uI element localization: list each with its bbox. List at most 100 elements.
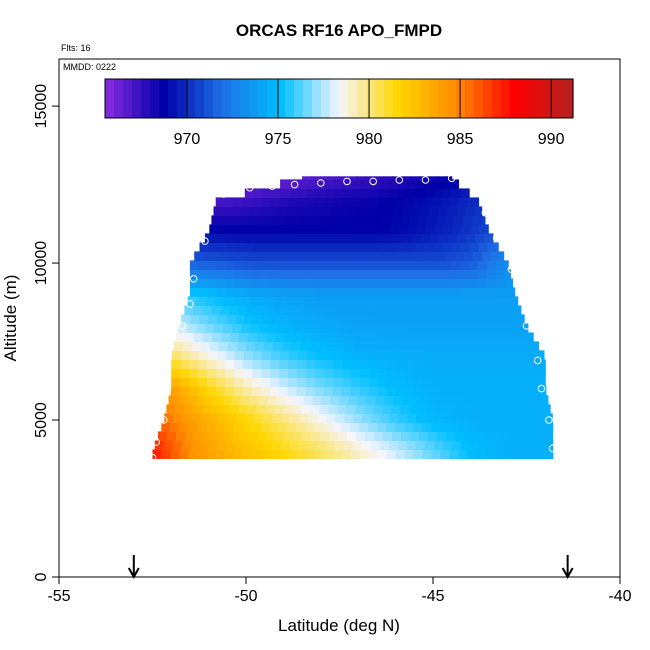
heatmap-cell xyxy=(259,323,269,333)
heatmap-cell xyxy=(326,413,336,423)
heatmap-cell xyxy=(427,305,437,315)
heatmap-cell xyxy=(414,287,425,297)
heatmap-cell xyxy=(199,440,210,450)
heatmap-cell xyxy=(269,449,280,459)
heatmap-cell xyxy=(231,395,242,405)
heatmap-cell xyxy=(501,395,512,405)
colorbar-swatch xyxy=(249,79,259,118)
heatmap-cell xyxy=(482,431,492,441)
heatmap-cell xyxy=(270,377,280,387)
heatmap-cell xyxy=(303,233,314,243)
heatmap-cell xyxy=(239,251,249,261)
heatmap-cell xyxy=(370,242,381,252)
heatmap-cell xyxy=(495,287,506,297)
heatmap-cell xyxy=(253,242,264,252)
heatmap-cell xyxy=(496,440,507,450)
heatmap-cell xyxy=(479,224,489,234)
heatmap-cell xyxy=(430,296,441,306)
heatmap-cell xyxy=(423,350,434,360)
heatmap-cell xyxy=(154,440,165,450)
heatmap-cell xyxy=(173,341,184,351)
heatmap-cell xyxy=(245,413,255,423)
heatmap-cell xyxy=(209,341,220,351)
heatmap-cell xyxy=(360,350,371,360)
heatmap-cell xyxy=(422,386,433,396)
heatmap-cell xyxy=(216,260,227,270)
heatmap-cell xyxy=(427,404,437,414)
heatmap-cell xyxy=(415,440,426,450)
heatmap-cell xyxy=(393,206,404,216)
heatmap-cell xyxy=(229,305,239,315)
heatmap-cell xyxy=(439,323,449,333)
heatmap-cell xyxy=(241,323,251,333)
heatmap-cell xyxy=(356,176,366,180)
heatmap-cell xyxy=(341,197,352,207)
flight-track-point xyxy=(369,177,378,186)
heatmap-cell xyxy=(242,197,253,207)
heatmap-cell xyxy=(396,287,407,297)
heatmap-cell xyxy=(281,341,292,351)
heatmap-cell xyxy=(315,377,325,387)
heatmap-cell xyxy=(352,440,363,450)
heatmap-cell xyxy=(262,440,273,450)
heatmap-cell xyxy=(464,251,474,261)
heatmap-cell xyxy=(389,224,399,234)
heatmap-cell xyxy=(339,206,350,216)
heatmap-cell xyxy=(445,305,455,315)
heatmap-cell xyxy=(508,305,518,315)
heatmap-cell xyxy=(433,188,444,198)
heatmap-cell xyxy=(486,377,496,387)
heatmap-cell xyxy=(478,440,489,450)
heatmap-cell xyxy=(351,260,362,270)
heatmap-cell xyxy=(488,413,498,423)
heatmap-cell xyxy=(452,413,462,423)
heatmap-cell xyxy=(460,242,471,252)
heatmap-cell xyxy=(240,395,251,405)
heatmap-cell xyxy=(486,269,497,279)
heatmap-cell xyxy=(401,332,411,342)
heatmap-cell xyxy=(342,287,353,297)
heatmap-cell xyxy=(338,176,348,180)
heatmap-cell xyxy=(231,206,242,216)
colorbar-swatch xyxy=(393,79,403,118)
heatmap-cell xyxy=(414,350,425,360)
heatmap-cell xyxy=(457,296,468,306)
colorbar-swatch xyxy=(384,79,394,118)
heatmap-cell xyxy=(405,350,416,360)
heatmap-cell xyxy=(511,323,521,333)
heatmap-cell xyxy=(297,359,307,369)
heatmap-cell xyxy=(423,278,434,288)
heatmap-cell xyxy=(532,440,543,450)
heatmap-cell xyxy=(357,206,368,216)
flight-track-point xyxy=(548,444,557,453)
heatmap-cell xyxy=(395,197,406,207)
heatmap-cell xyxy=(225,377,235,387)
heatmap-cell xyxy=(396,278,407,288)
heatmap-cell xyxy=(378,269,389,279)
heatmap-cell xyxy=(234,350,245,360)
heatmap-cell xyxy=(270,368,280,378)
heatmap-cell xyxy=(427,215,437,225)
heatmap-cell xyxy=(295,296,306,306)
heatmap-cell xyxy=(357,395,368,405)
heatmap-cell xyxy=(170,449,181,459)
heatmap-cell xyxy=(500,332,510,342)
heatmap-cell xyxy=(283,404,293,414)
heatmap-cell xyxy=(456,206,467,216)
heatmap-cell xyxy=(504,368,514,378)
heatmap-cell xyxy=(330,206,341,216)
heatmap-cell xyxy=(451,242,462,252)
heatmap-cell xyxy=(270,278,281,288)
heatmap-cell xyxy=(171,359,181,369)
heatmap-cell xyxy=(190,440,201,450)
heatmap-cell xyxy=(333,287,344,297)
heatmap-cell xyxy=(191,413,201,423)
heatmap-cell xyxy=(405,377,415,387)
heatmap-cell xyxy=(368,197,379,207)
heatmap-cell xyxy=(239,431,249,441)
heatmap-cell xyxy=(161,449,172,459)
colorbar-swatch xyxy=(519,79,529,118)
heatmap-cell xyxy=(415,179,425,189)
heatmap-cell xyxy=(385,323,395,333)
heatmap-cell xyxy=(371,341,382,351)
